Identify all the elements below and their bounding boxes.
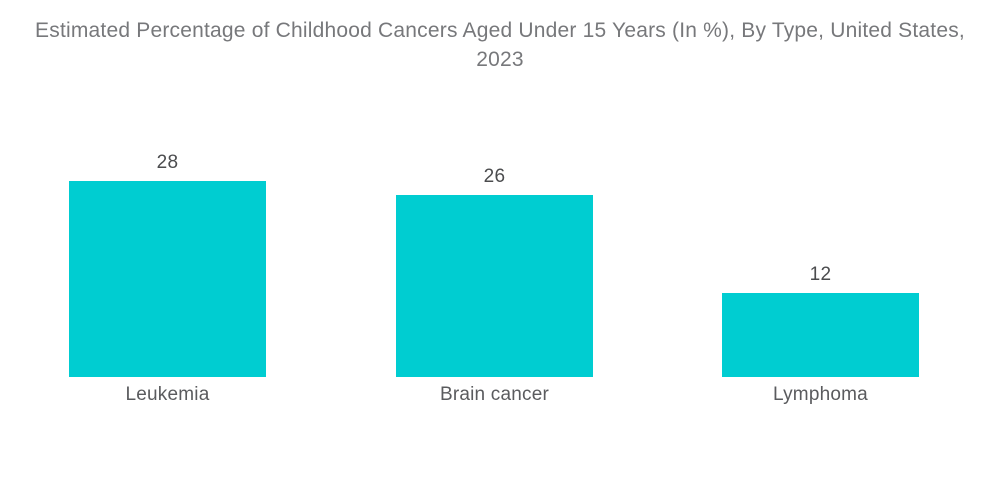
category-label: Brain cancer [439, 384, 550, 405]
bar-value-label: 26 [483, 166, 506, 187]
bar-lymphoma [722, 293, 919, 377]
category-label: Leukemia [125, 384, 210, 405]
bar-brain-cancer [396, 195, 593, 377]
bar-group: 26 Brain cancer [396, 166, 593, 405]
bar-group: 28 Leukemia [69, 152, 266, 405]
chart-title: Estimated Percentage of Childhood Cancer… [35, 19, 965, 71]
bar-group: 12 Lymphoma [722, 264, 919, 405]
bar-value-label: 28 [156, 152, 179, 173]
bar-value-label: 12 [809, 264, 832, 285]
bar-leukemia [69, 181, 266, 377]
category-label: Lymphoma [773, 384, 868, 405]
